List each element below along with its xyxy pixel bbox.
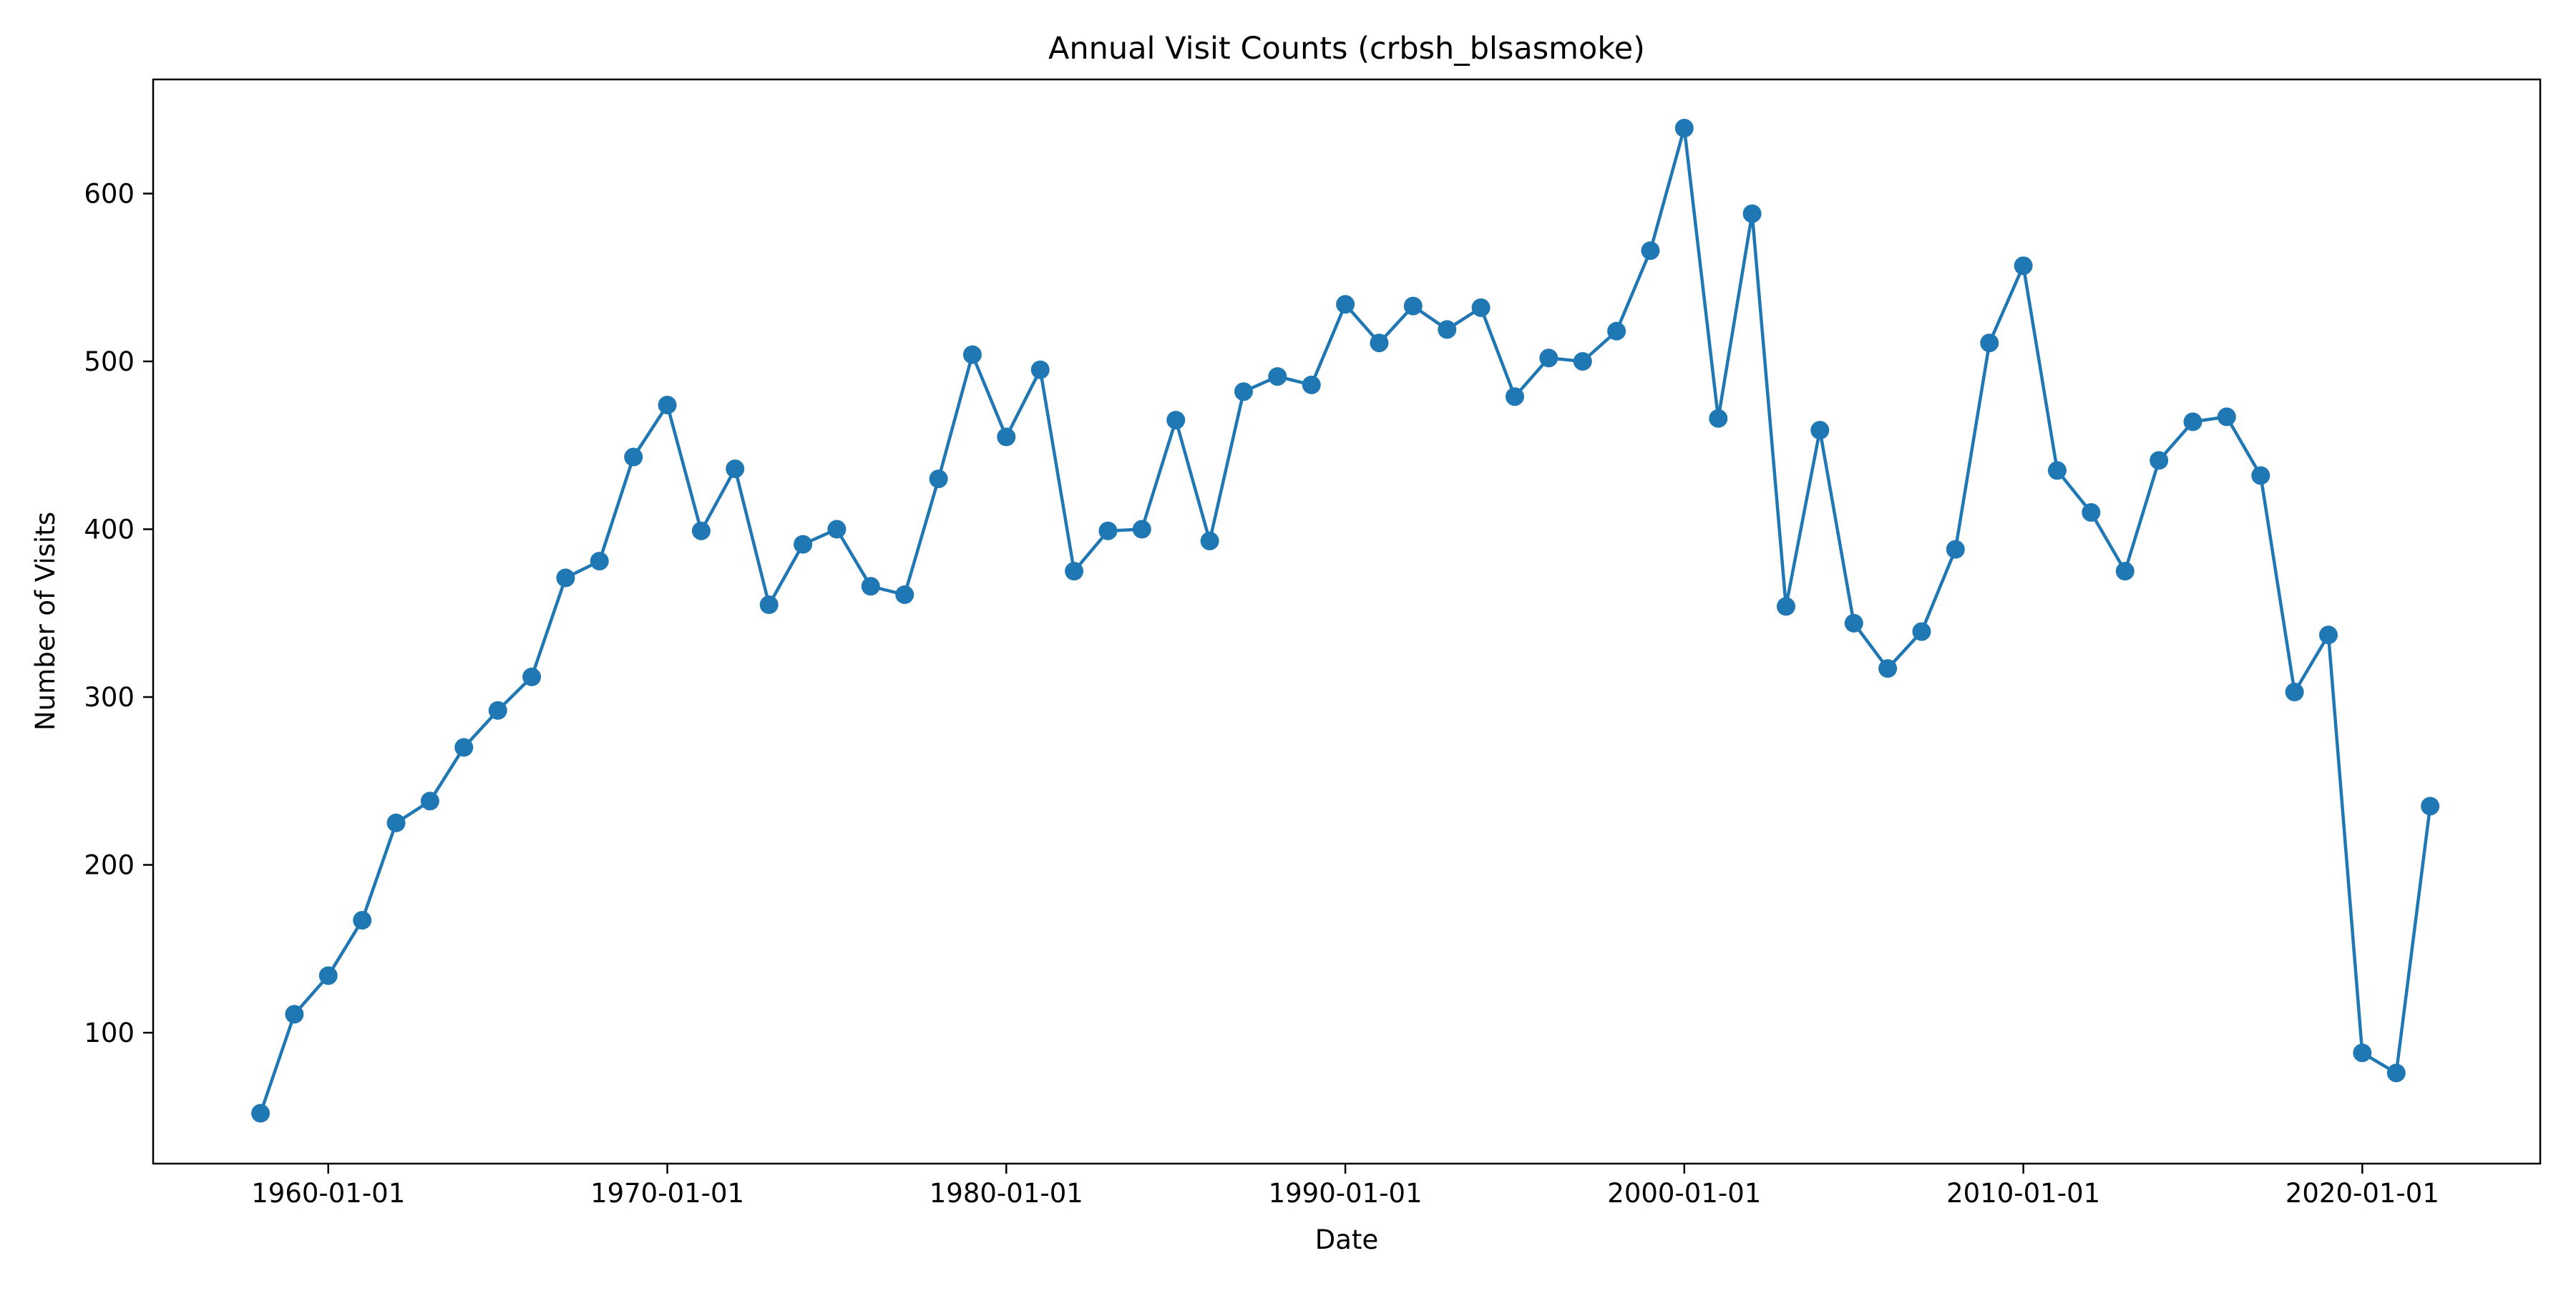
x-tick-label: 2020-01-01 (2285, 1178, 2439, 1209)
y-tick-label: 600 (84, 178, 135, 209)
data-point (1336, 295, 1355, 314)
data-point (658, 395, 677, 414)
data-point (488, 701, 507, 720)
data-point (1674, 119, 1694, 138)
data-point (1641, 241, 1660, 260)
data-point (1946, 540, 1965, 559)
data-point (726, 459, 745, 479)
data-point (1539, 349, 1558, 368)
data-point (2115, 562, 2135, 581)
data-point (691, 521, 711, 540)
data-point (1776, 597, 1795, 616)
data-point (929, 469, 948, 489)
data-point (1065, 562, 1084, 581)
y-axis: 100 200 300 400 500 600 (84, 178, 153, 1048)
data-point (2183, 412, 2202, 432)
data-point (2251, 466, 2270, 485)
y-tick-label: 200 (84, 850, 135, 881)
data-point (1132, 520, 1151, 539)
data-point (251, 1104, 270, 1123)
data-point (1098, 521, 1118, 540)
x-tick-label: 1990-01-01 (1269, 1178, 1423, 1209)
data-point (1234, 382, 1253, 401)
data-point (2319, 625, 2338, 645)
x-tick-label: 1960-01-01 (251, 1178, 405, 1209)
data-point (522, 667, 542, 686)
data-point (1810, 421, 1830, 440)
data-point (1030, 360, 1050, 379)
data-point (353, 910, 372, 930)
data-point (2421, 796, 2440, 816)
data-point (1302, 375, 1321, 394)
data-point (1471, 298, 1491, 317)
x-tick-label: 2000-01-01 (1607, 1178, 1761, 1209)
data-point (1438, 320, 1457, 339)
series-layer (251, 119, 2440, 1123)
data-point (962, 345, 982, 364)
data-point (1980, 333, 1999, 353)
data-point (2082, 503, 2101, 522)
plot-area-frame (152, 78, 2542, 1165)
x-axis-label: Date (1315, 1224, 1378, 1255)
data-point (1268, 367, 1287, 386)
data-point (827, 520, 847, 539)
data-point (2014, 256, 2033, 276)
data-point (895, 585, 914, 604)
data-point (861, 577, 880, 596)
data-point (420, 791, 439, 811)
data-point (1403, 296, 1423, 316)
data-point (2047, 461, 2067, 480)
x-tick-label: 1980-01-01 (930, 1178, 1083, 1209)
x-tick-label: 1970-01-01 (590, 1178, 744, 1209)
data-point (1607, 321, 1626, 341)
x-axis: 1960-01-01 1970-01-01 1980-01-01 1990-01-01… (251, 1164, 2439, 1209)
y-tick-label: 100 (84, 1018, 135, 1048)
data-point (590, 552, 609, 571)
y-axis-label: Number of Visits (30, 512, 61, 731)
chart-title: Annual Visit Counts (crbsh_blsasmoke) (1048, 31, 1645, 67)
data-point (2353, 1043, 2372, 1063)
data-point (624, 447, 643, 467)
data-point (1844, 613, 1863, 633)
y-tick-label: 500 (84, 346, 135, 377)
y-tick-label: 300 (84, 682, 135, 713)
data-point (386, 813, 406, 832)
data-point (2150, 451, 2169, 470)
data-point (2285, 682, 2304, 701)
data-point (454, 738, 474, 757)
data-point (2386, 1063, 2406, 1083)
data-point (556, 568, 575, 588)
data-point (285, 1005, 304, 1024)
data-point (1912, 622, 1931, 641)
data-point (2217, 407, 2236, 427)
data-point (1573, 351, 1592, 371)
data-point (1505, 387, 1524, 406)
y-tick-label: 400 (84, 515, 135, 545)
data-point (1370, 333, 1389, 353)
data-point (997, 427, 1016, 447)
data-point (1709, 409, 1728, 428)
data-point (794, 535, 813, 554)
data-point (1742, 204, 1762, 223)
data-point (1166, 411, 1186, 430)
x-tick-label: 2010-01-01 (1946, 1178, 2100, 1209)
data-point (1200, 531, 1219, 550)
data-point (1878, 659, 1898, 678)
data-point (759, 595, 779, 615)
data-point (318, 966, 338, 985)
